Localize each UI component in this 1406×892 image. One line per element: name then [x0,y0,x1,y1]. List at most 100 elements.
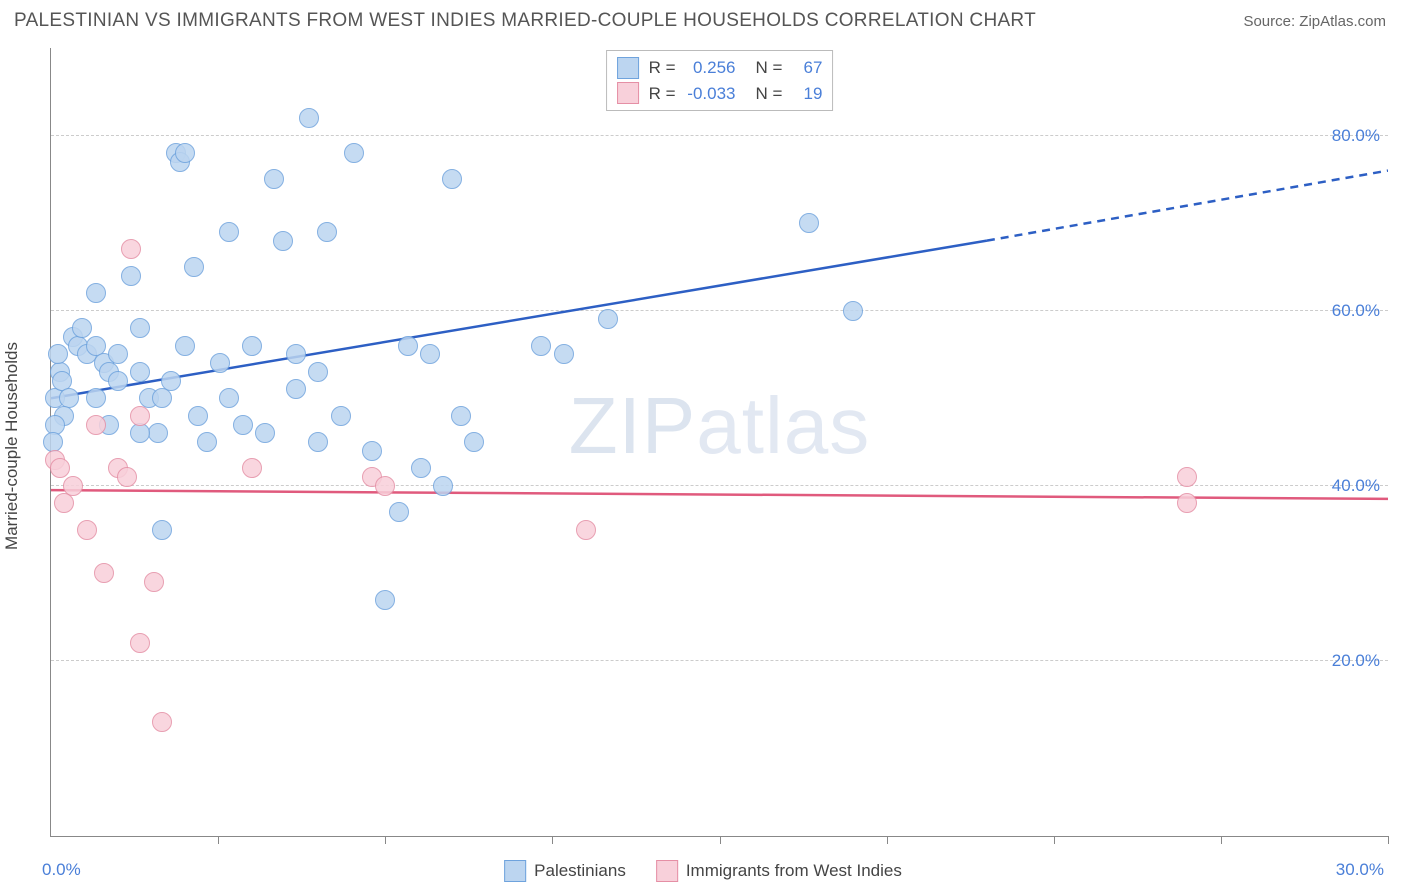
data-point [175,336,195,356]
data-point [398,336,418,356]
x-tick [720,836,721,844]
data-point [94,563,114,583]
data-point [117,467,137,487]
y-tick-label: 40.0% [1332,476,1380,496]
data-point [420,344,440,364]
chart-plot-area: ZIPatlas 20.0%40.0%60.0%80.0% R =0.256N … [50,48,1388,837]
legend-label: Palestinians [534,861,626,881]
data-point [1177,467,1197,487]
x-axis-min-label: 0.0% [42,860,81,880]
data-point [152,712,172,732]
gridline [51,135,1388,136]
data-point [242,458,262,478]
y-axis-label: Married-couple Households [2,342,22,550]
data-point [54,493,74,513]
data-point [86,388,106,408]
data-point [411,458,431,478]
regression-lines [51,48,1388,836]
data-point [331,406,351,426]
x-tick [218,836,219,844]
data-point [144,572,164,592]
data-point [152,388,172,408]
data-point [242,336,262,356]
data-point [219,222,239,242]
data-point [273,231,293,251]
r-value: -0.033 [686,81,736,107]
data-point [362,441,382,461]
n-label: N = [756,81,783,107]
legend-item: Immigrants from West Indies [656,860,902,882]
legend-label: Immigrants from West Indies [686,861,902,881]
data-point [86,283,106,303]
data-point [442,169,462,189]
stats-row: R = -0.033 N = 19 [617,81,823,107]
data-point [1177,493,1197,513]
data-point [255,423,275,443]
data-point [48,344,68,364]
data-point [130,406,150,426]
data-point [130,362,150,382]
x-tick [1054,836,1055,844]
legend-swatch-icon [617,57,639,79]
data-point [63,476,83,496]
data-point [175,143,195,163]
data-point [554,344,574,364]
legend-swatch-icon [504,860,526,882]
data-point [344,143,364,163]
data-point [464,432,484,452]
data-point [264,169,284,189]
data-point [148,423,168,443]
data-point [433,476,453,496]
data-point [130,633,150,653]
x-tick [1221,836,1222,844]
gridline [51,310,1388,311]
n-value: 19 [792,81,822,107]
data-point [108,371,128,391]
y-tick-label: 80.0% [1332,126,1380,146]
r-label: R = [649,81,676,107]
stats-legend-box: R =0.256N =67R =-0.033N =19 [606,50,834,111]
data-point [286,379,306,399]
watermark-text: ZIPatlas [569,380,870,472]
data-point [86,415,106,435]
data-point [233,415,253,435]
data-point [576,520,596,540]
legend-swatch-icon [656,860,678,882]
r-label: R = [649,55,676,81]
x-tick [887,836,888,844]
bottom-legend: Palestinians Immigrants from West Indies [504,860,902,882]
y-tick-label: 20.0% [1332,651,1380,671]
data-point [286,344,306,364]
gridline [51,660,1388,661]
data-point [188,406,208,426]
x-tick [1388,836,1389,844]
legend-swatch-icon [617,82,639,104]
x-tick [552,836,553,844]
data-point [130,318,150,338]
data-point [308,362,328,382]
n-label: N = [756,55,783,81]
data-point [184,257,204,277]
data-point [843,301,863,321]
x-tick [385,836,386,844]
data-point [219,388,239,408]
header: PALESTINIAN VS IMMIGRANTS FROM WEST INDI… [0,0,1406,40]
data-point [799,213,819,233]
stats-row: R =0.256N =67 [617,55,823,81]
data-point [197,432,217,452]
data-point [77,520,97,540]
data-point [375,590,395,610]
data-point [299,108,319,128]
data-point [531,336,551,356]
data-point [121,239,141,259]
data-point [598,309,618,329]
data-point [121,266,141,286]
data-point [50,458,70,478]
data-point [375,476,395,496]
data-point [72,318,92,338]
data-point [161,371,181,391]
data-point [152,520,172,540]
source-text: Source: ZipAtlas.com [1243,13,1386,30]
n-value: 67 [792,55,822,81]
x-axis-max-label: 30.0% [1336,860,1384,880]
